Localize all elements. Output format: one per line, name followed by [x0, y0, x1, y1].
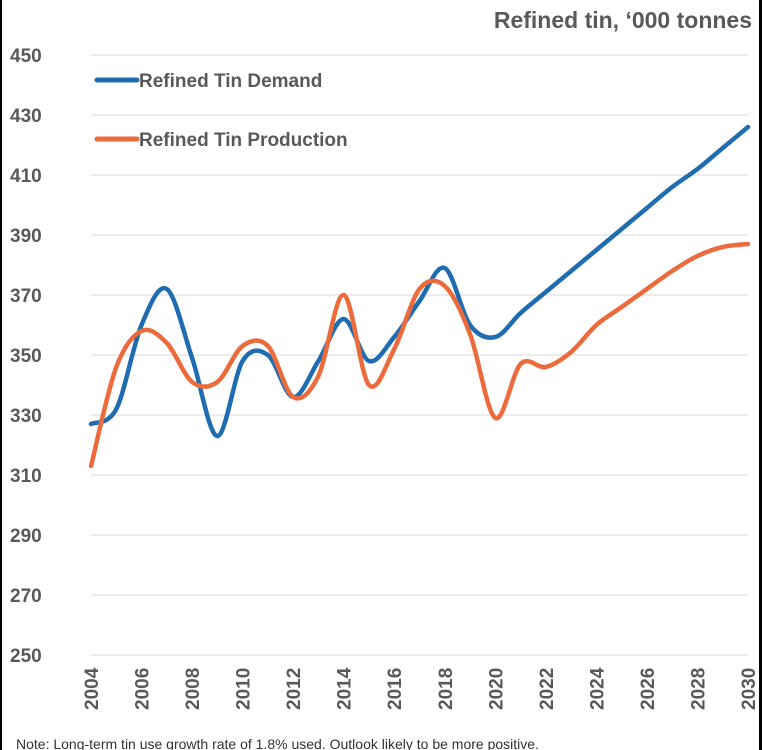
x-tick-label: 2006 — [133, 668, 154, 710]
series-line-production — [88, 241, 751, 469]
x-tick-label: 2020 — [486, 668, 507, 710]
y-tick-label: 430 — [10, 106, 42, 127]
x-tick-label: 2024 — [587, 667, 608, 710]
legend-label-production: Refined Tin Production — [139, 130, 348, 151]
y-tick-label: 410 — [10, 166, 42, 187]
y-tick-label: 370 — [10, 286, 42, 307]
y-tick-label: 250 — [10, 646, 42, 667]
x-tick-label: 2030 — [739, 668, 760, 710]
y-tick-label: 350 — [10, 346, 42, 367]
y-tick-label: 330 — [10, 406, 42, 427]
legend-label-demand: Refined Tin Demand — [139, 71, 322, 92]
y-tick-label: 310 — [10, 466, 42, 487]
x-tick-label: 2016 — [385, 668, 406, 710]
legend-item-production: Refined Tin Production — [94, 130, 348, 151]
chart-note: Note: Long-term tin use growth rate of 1… — [16, 736, 539, 750]
x-tick-label: 2018 — [436, 668, 457, 710]
x-tick-label: 2028 — [688, 668, 709, 710]
legend: Refined Tin Demand Refined Tin Productio… — [94, 71, 348, 151]
y-axis-tick-labels: 250 270 290 310 330 350 370 390 410 430 450 — [10, 46, 42, 667]
y-tick-label: 290 — [10, 526, 42, 547]
y-tick-label: 270 — [10, 586, 42, 607]
x-tick-label: 2012 — [284, 668, 305, 710]
x-tick-label: 2026 — [638, 668, 659, 710]
x-tick-label: 2010 — [234, 668, 255, 710]
series-line-demand — [88, 124, 751, 439]
x-tick-label: 2008 — [183, 668, 204, 710]
x-tick-label: 2004 — [82, 667, 103, 710]
x-tick-label: 2014 — [335, 667, 356, 710]
y-tick-label: 390 — [10, 226, 42, 247]
x-axis-tick-labels: 2004 2006 2008 2010 2012 2014 2016 2018 2020 2022… — [82, 667, 760, 710]
x-tick-label: 2022 — [537, 668, 558, 710]
series-lines — [88, 124, 751, 469]
legend-item-demand: Refined Tin Demand — [94, 71, 322, 92]
chart-title: Refined tin, ‘000 tonnes — [494, 7, 752, 33]
y-tick-label: 450 — [10, 46, 42, 67]
